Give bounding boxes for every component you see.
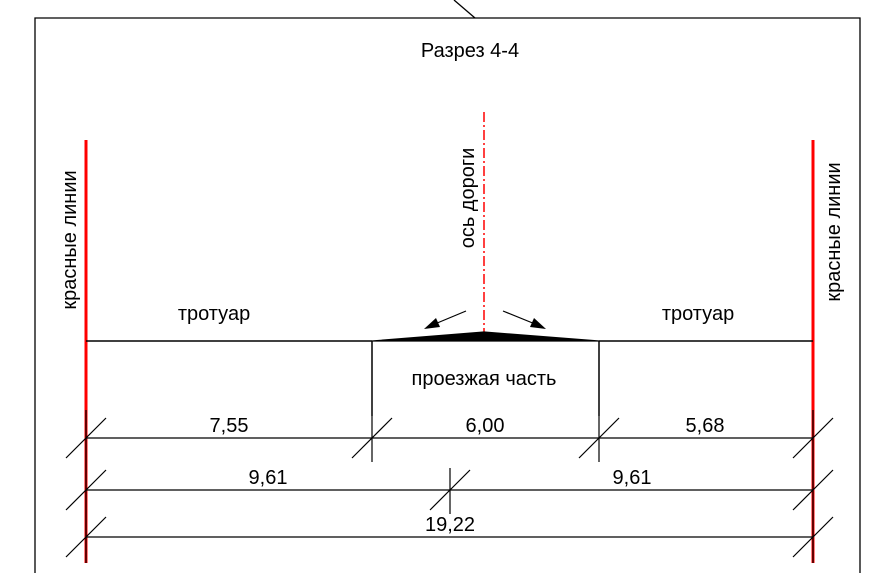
dim-label-carriageway: 6,00 [466,415,505,437]
red-lines-label-left: красные линии [59,170,81,309]
sidewalk-label-left: тротуар [178,303,250,325]
road-axis-label: ось дороги [457,148,479,249]
dim-label-sidewalk-left: 7,55 [210,415,249,437]
dim-tick [65,417,107,459]
dim-label-sidewalk-right: 5,68 [686,415,725,437]
carriageway-crown [371,331,600,342]
red-lines-label-right: красные линии [823,162,845,301]
dim-label-total: 19,22 [425,514,475,536]
frame-border [34,17,861,573]
slope-arrowhead-left [424,318,440,329]
carriageway-label: проезжая часть [412,368,557,390]
sidewalk-label-right: тротуар [662,303,734,325]
dim-tick [792,417,834,459]
dim-tick [65,516,107,558]
slope-arrowhead-right [530,318,546,329]
carriageway-box [371,341,600,416]
leader-line [453,0,476,19]
section-title: Разрез 4-4 [421,40,519,62]
dim-tick [65,469,107,511]
dim-tick [792,469,834,511]
dim-tick [351,417,393,459]
dim-tick [578,417,620,459]
dim-tick [429,469,471,511]
dim-label-half-left: 9,61 [249,467,288,489]
dim-tick [792,516,834,558]
dim-label-half-right: 9,61 [613,467,652,489]
